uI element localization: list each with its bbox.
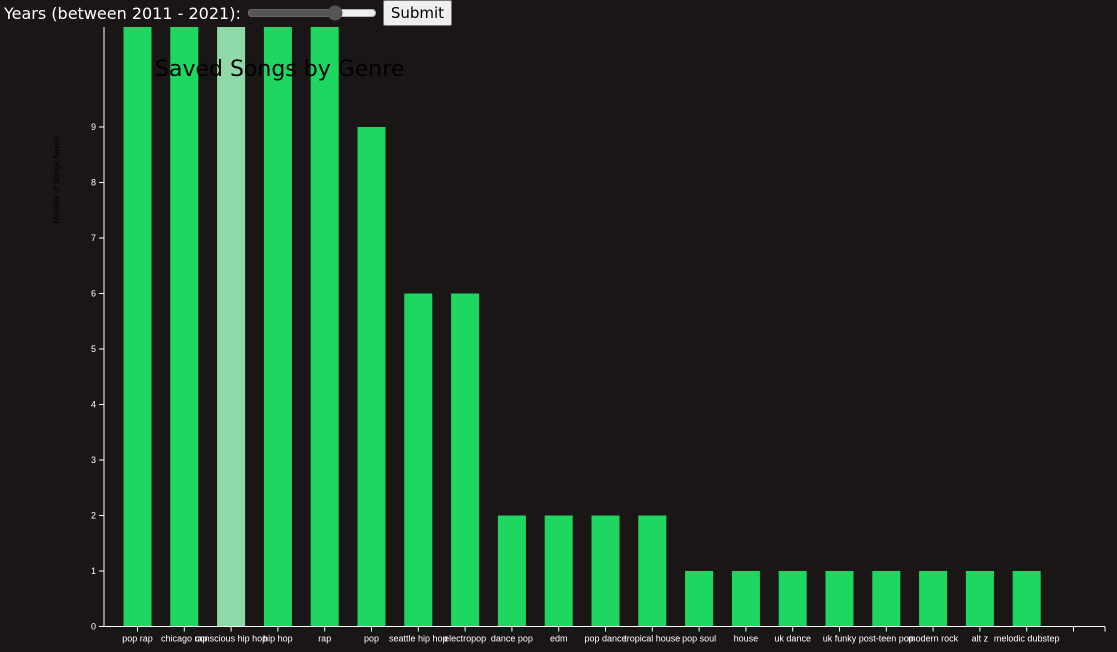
x-tick-label: conscious hip hop — [195, 634, 267, 644]
bars-layer — [123, 27, 1041, 627]
x-tick-label: uk funky — [823, 634, 857, 644]
x-tick-label: pop rap — [122, 634, 153, 644]
year-controls: Years (between 2011 - 2021): Submit — [4, 0, 453, 26]
y-tick-label: 9 — [91, 122, 96, 132]
bar-hip-hop[interactable] — [263, 27, 292, 627]
y-tick-label: 6 — [91, 289, 96, 299]
y-axis-label: Number of Songs Saved — [52, 136, 61, 223]
y-tick-label: 3 — [91, 455, 96, 465]
bar-pop-rap[interactable] — [123, 27, 152, 627]
y-tick-label: 0 — [91, 622, 96, 632]
chart-title: Saved Songs by Genre — [155, 57, 404, 82]
bar-pop-soul[interactable] — [685, 571, 714, 627]
y-tick-label: 4 — [91, 400, 96, 410]
bar-dance-pop[interactable] — [497, 515, 526, 627]
x-tick-label: pop soul — [682, 634, 716, 644]
x-tick-label: post-teen pop — [859, 634, 914, 644]
bar-alt-z[interactable] — [965, 571, 994, 627]
bar-seattle-hip-hop[interactable] — [404, 293, 433, 627]
y-tick-label: 8 — [91, 178, 96, 188]
bar-conscious-hip-hop[interactable] — [217, 27, 246, 627]
x-tick-label: modern rock — [908, 634, 959, 644]
year-slider[interactable] — [246, 5, 377, 21]
x-tick-label: melodic dubstep — [994, 634, 1060, 644]
bar-uk-dance[interactable] — [778, 571, 807, 627]
year-label: Years (between 2011 - 2021): — [4, 3, 241, 23]
x-tick-label: uk dance — [774, 634, 811, 644]
bar-tropical-house[interactable] — [638, 515, 667, 627]
y-tick-label: 1 — [91, 566, 96, 576]
bar-post-teen-pop[interactable] — [872, 571, 901, 627]
y-tick-label: 5 — [91, 344, 96, 354]
bar-melodic-dubstep[interactable] — [1012, 571, 1041, 627]
x-tick-label: dance pop — [491, 634, 533, 644]
y-axis: 0 1 2 3 4 5 6 7 8 9 — [91, 27, 105, 632]
y-tick-label: 2 — [91, 511, 96, 521]
bar-rap[interactable] — [310, 27, 339, 627]
y-tick-label: 7 — [91, 233, 96, 243]
x-tick-label: rap — [318, 634, 331, 644]
x-tick-label: electropop — [444, 634, 486, 644]
x-tick-label: alt z — [972, 634, 989, 644]
bar-uk-funky[interactable] — [825, 571, 854, 627]
x-tick-label: tropical house — [624, 634, 680, 644]
bar-pop-dance[interactable] — [591, 515, 620, 627]
bar-edm[interactable] — [544, 515, 573, 627]
x-tick-label: chicago rap — [161, 634, 208, 644]
x-tick-label: house — [734, 634, 759, 644]
bar-pop[interactable] — [357, 127, 386, 627]
x-tick-label: hip hop — [263, 634, 293, 644]
submit-button[interactable]: Submit — [382, 0, 453, 26]
x-tick-label: edm — [550, 634, 568, 644]
x-tick-label: seattle hip hop — [389, 634, 448, 644]
bar-modern-rock[interactable] — [919, 571, 948, 627]
x-tick-label: pop dance — [584, 634, 626, 644]
bar-electropop[interactable] — [451, 293, 480, 627]
x-tick-label: pop — [364, 634, 379, 644]
bar-house[interactable] — [731, 571, 760, 627]
bar-chicago-rap[interactable] — [170, 27, 199, 627]
